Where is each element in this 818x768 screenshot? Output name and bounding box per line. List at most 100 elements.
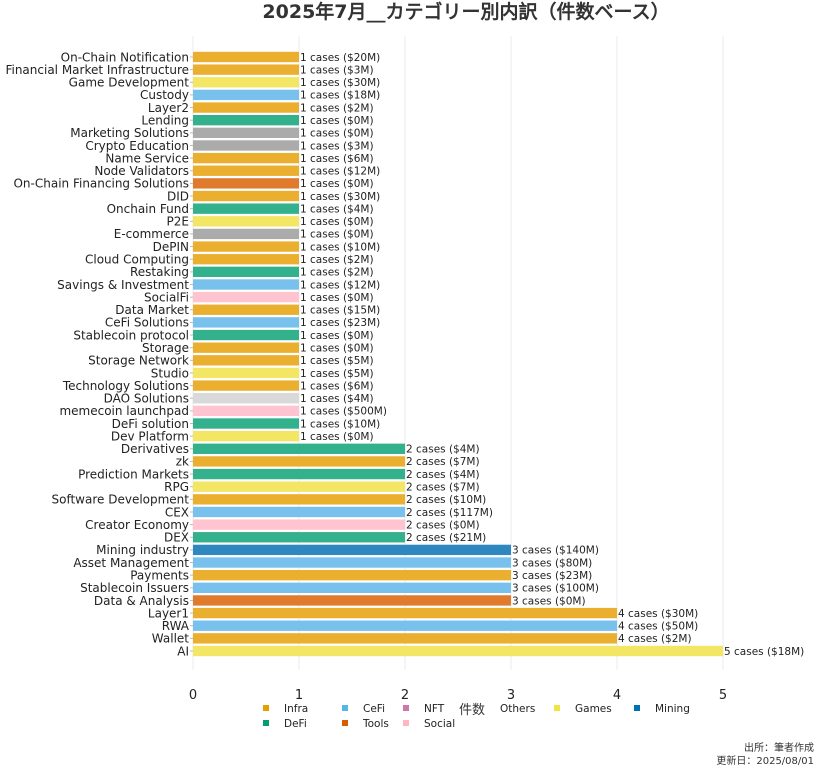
data-label: 1 cases ($3M) bbox=[300, 140, 374, 152]
category-label: Dev Platform bbox=[111, 429, 189, 443]
bar bbox=[193, 317, 299, 328]
bar bbox=[193, 152, 299, 164]
data-label: 4 cases ($50M) bbox=[618, 621, 698, 633]
category-label: CeFi Solutions bbox=[105, 316, 189, 330]
bar bbox=[193, 51, 299, 63]
bar bbox=[193, 279, 299, 290]
category-label: Derivatives bbox=[121, 442, 189, 456]
category-label: Layer2 bbox=[148, 101, 189, 115]
category-label: Custody bbox=[140, 88, 189, 102]
category-label: Cloud Computing bbox=[85, 253, 189, 267]
bar bbox=[193, 582, 511, 593]
bar bbox=[193, 304, 299, 315]
x-tick-label: 0 bbox=[189, 688, 197, 703]
data-label: 1 cases ($30M) bbox=[300, 77, 380, 89]
category-label: DEX bbox=[164, 531, 189, 545]
data-label: 1 cases ($6M) bbox=[300, 153, 374, 165]
category-label: CEX bbox=[165, 505, 189, 519]
category-label: Creator Economy bbox=[85, 518, 189, 532]
bar bbox=[193, 481, 405, 492]
category-label: Game Development bbox=[69, 76, 190, 90]
legend-label: Tools bbox=[362, 718, 389, 730]
data-label: 1 cases ($30M) bbox=[300, 191, 380, 203]
category-label: Mining industry bbox=[96, 543, 189, 557]
data-label: 3 cases ($100M) bbox=[512, 583, 599, 595]
data-label: 2 cases ($7M) bbox=[406, 482, 480, 494]
category-label: memecoin launchpad bbox=[59, 404, 189, 418]
legend-swatch bbox=[342, 720, 348, 726]
data-label: 1 cases ($0M) bbox=[300, 292, 374, 304]
data-label: 1 cases ($10M) bbox=[300, 241, 380, 253]
bar bbox=[193, 190, 299, 202]
bar bbox=[193, 380, 299, 391]
bar bbox=[193, 418, 299, 429]
bar bbox=[193, 557, 511, 568]
category-label: Wallet bbox=[152, 632, 190, 646]
data-label: 1 cases ($0M) bbox=[300, 115, 374, 127]
bar bbox=[193, 430, 299, 442]
bar bbox=[193, 393, 299, 404]
x-axis-ticks: 0 1 2 3 4 5 bbox=[189, 688, 727, 703]
bar bbox=[193, 355, 299, 366]
category-label: DAO Solutions bbox=[104, 392, 189, 406]
legend-label: Games bbox=[575, 703, 612, 715]
legend-label: Mining bbox=[655, 703, 690, 715]
data-label: 1 cases ($2M) bbox=[300, 102, 374, 114]
bar bbox=[193, 165, 299, 176]
category-label: Marketing Solutions bbox=[70, 126, 189, 140]
data-label: 1 cases ($4M) bbox=[300, 203, 374, 215]
legend: Infra CeFi NFT Others Games Mining DeFi Tools So… bbox=[263, 703, 690, 730]
x-tick-label: 1 bbox=[295, 688, 303, 703]
category-label: Layer1 bbox=[148, 606, 189, 620]
bar bbox=[193, 532, 405, 543]
category-label: Studio bbox=[151, 366, 189, 380]
bar bbox=[193, 620, 617, 631]
category-label: Prediction Markets bbox=[78, 467, 189, 481]
x-tick-label: 4 bbox=[613, 688, 621, 703]
data-label: 1 cases ($23M) bbox=[300, 317, 380, 329]
category-label: Software Development bbox=[52, 493, 190, 507]
bar bbox=[193, 266, 299, 278]
legend-label: DeFi bbox=[284, 718, 307, 730]
category-label: DID bbox=[167, 189, 189, 203]
bar bbox=[193, 544, 511, 556]
chart-title: 2025年7月__カテゴリー別内訳（件数ベース） bbox=[262, 0, 669, 23]
bar bbox=[193, 506, 405, 518]
legend-item: DeFi bbox=[263, 718, 307, 730]
data-label: 1 cases ($18M) bbox=[300, 90, 380, 102]
data-label: 1 cases ($0M) bbox=[300, 216, 374, 228]
data-label: 3 cases ($140M) bbox=[512, 545, 599, 557]
bar bbox=[193, 329, 299, 341]
category-label: Asset Management bbox=[73, 556, 189, 570]
data-label: 1 cases ($500M) bbox=[300, 406, 387, 418]
data-label: 1 cases ($0M) bbox=[300, 431, 374, 443]
legend-swatch bbox=[263, 720, 269, 726]
legend-item: NFT bbox=[403, 703, 445, 715]
bar bbox=[193, 405, 299, 417]
bar bbox=[193, 342, 299, 353]
bar bbox=[193, 127, 299, 139]
legend-swatch bbox=[554, 705, 560, 711]
data-label: 1 cases ($20M) bbox=[300, 52, 380, 64]
bar bbox=[193, 203, 299, 214]
legend-item: Infra bbox=[263, 703, 308, 715]
bar bbox=[193, 140, 299, 151]
bar bbox=[193, 241, 299, 252]
category-label: Storage bbox=[142, 341, 189, 355]
category-label: Name Service bbox=[105, 151, 189, 165]
bar bbox=[193, 645, 723, 657]
category-label: Financial Market Infrastructure bbox=[5, 63, 189, 77]
bar bbox=[193, 89, 299, 101]
bar bbox=[193, 216, 299, 227]
data-label: 1 cases ($0M) bbox=[300, 342, 374, 354]
legend-item: Social bbox=[403, 718, 455, 730]
legend-swatch bbox=[403, 705, 409, 711]
data-label: 4 cases ($30M) bbox=[618, 608, 698, 620]
bar bbox=[193, 569, 511, 581]
category-label: On-Chain Notification bbox=[61, 50, 189, 64]
bar bbox=[193, 607, 617, 619]
bar bbox=[193, 178, 299, 189]
bar bbox=[193, 291, 299, 303]
category-label: zk bbox=[176, 455, 189, 469]
